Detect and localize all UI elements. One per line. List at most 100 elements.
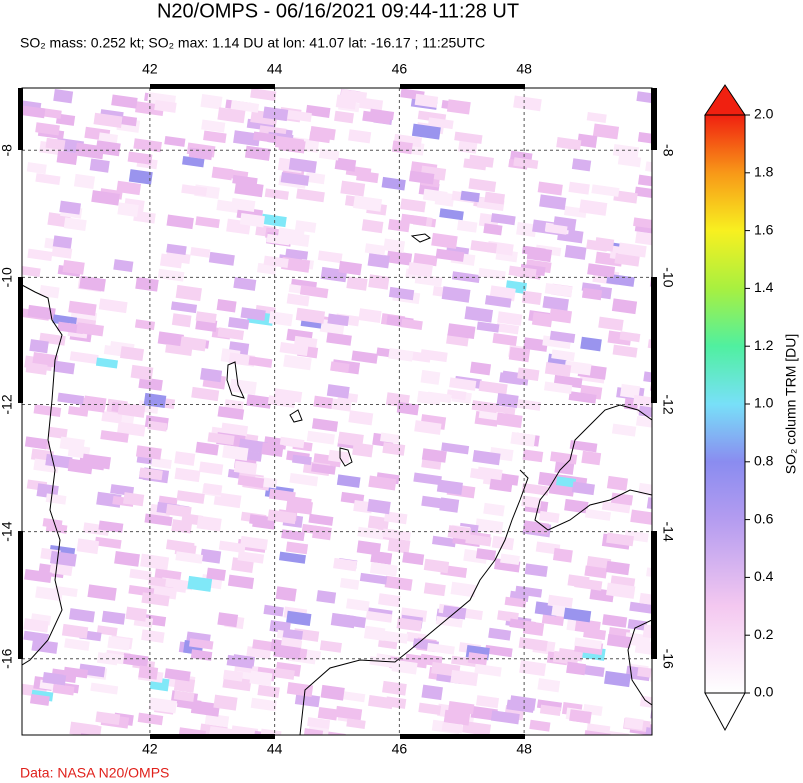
x-tick-label: 42 [142, 741, 158, 757]
so2-pixel [174, 467, 201, 483]
so2-pixel [463, 158, 487, 171]
so2-pixel [250, 88, 277, 101]
so2-pixel [165, 539, 195, 553]
so2-pixel [341, 690, 366, 703]
so2-pixel [285, 541, 309, 555]
so2-pixel [540, 734, 561, 735]
so2-pixel [94, 536, 122, 549]
so2-pixel [470, 705, 498, 721]
so2-pixel [378, 593, 401, 608]
so2-pixel [606, 475, 629, 491]
so2-pixel [396, 617, 423, 632]
so2-pixel [134, 319, 156, 331]
so2-pixel [248, 356, 273, 368]
so2-pixel [462, 720, 492, 735]
so2-pixel [196, 515, 222, 532]
so2-pixel [261, 213, 287, 228]
so2-pixel [334, 157, 357, 172]
so2-pixel [478, 380, 508, 395]
so2-pixel [537, 678, 561, 693]
so2-pixel [164, 668, 191, 682]
so2-pixel [551, 349, 575, 362]
so2-pixel [639, 695, 652, 710]
so2-pixel [51, 246, 73, 259]
so2-pixel [339, 577, 360, 590]
so2-pixel [277, 227, 305, 244]
so2-pixel [391, 659, 418, 675]
so2-pixel [201, 119, 226, 133]
so2-pixel [137, 712, 164, 726]
so2-pixel [311, 463, 336, 475]
so2-pixel [584, 565, 608, 579]
so2-pixel [222, 444, 249, 461]
so2-pixel [581, 450, 602, 466]
so2-pixel [483, 223, 503, 236]
so2-pixel [571, 481, 595, 496]
so2-pixel [45, 137, 66, 151]
so2-pixel [217, 327, 245, 341]
so2-pixel [101, 610, 126, 625]
so2-pixel [286, 610, 312, 626]
colorbar-tick-label: 0.0 [754, 684, 774, 700]
so2-pixel [223, 669, 244, 682]
so2-pixel [52, 235, 73, 250]
so2-pixel [187, 575, 213, 592]
so2-pixel [91, 190, 120, 206]
so2-pixel [537, 181, 563, 196]
so2-pixel [435, 615, 463, 628]
so2-pixel [523, 337, 549, 352]
so2-pixel [526, 246, 553, 263]
so2-pixel [517, 367, 540, 382]
so2-pixel [68, 608, 95, 623]
so2-pixel [175, 284, 202, 302]
so2-pixel [552, 547, 573, 563]
so2-pixel [24, 436, 48, 450]
so2-pixel [335, 705, 363, 721]
so2-pixel [614, 252, 640, 267]
so2-pixel [250, 697, 277, 712]
so2-pixel [351, 350, 378, 364]
so2-pixel [634, 186, 652, 199]
so2-pixel [53, 89, 74, 104]
so2-pixel [475, 548, 497, 561]
so2-pixel [139, 467, 163, 481]
so2-pixel [604, 730, 629, 735]
so2-pixel [382, 680, 407, 696]
so2-pixel [204, 713, 230, 728]
so2-pixel [472, 450, 501, 466]
so2-pixel [273, 667, 295, 680]
so2-pixel [635, 231, 652, 246]
colorbar-tick-label: 1.0 [754, 395, 774, 411]
so2-pixel [165, 577, 194, 591]
so2-pixel [334, 110, 354, 124]
so2-pixel [294, 693, 321, 708]
so2-pixel [500, 553, 520, 566]
so2-pixel [439, 497, 460, 513]
so2-pixel [307, 717, 331, 730]
so2-pixel [96, 625, 118, 637]
so2-pixel [326, 332, 352, 346]
so2-pixel [200, 548, 222, 564]
frame-band [651, 277, 657, 403]
so2-pixel [174, 451, 196, 466]
so2-pixel [233, 130, 261, 147]
so2-pixel [456, 219, 478, 233]
so2-pixel [233, 277, 257, 291]
so2-pixel [48, 426, 68, 440]
so2-pixel [256, 262, 277, 275]
so2-pixel [414, 420, 442, 435]
so2-pixel [497, 311, 523, 326]
so2-pixel [566, 661, 587, 676]
so2-pixel [623, 717, 644, 731]
so2-pixel [361, 219, 384, 234]
coastline [22, 284, 63, 666]
so2-pixel [610, 492, 634, 506]
colorbar-tick-label: 1.2 [754, 337, 774, 353]
so2-pixel [521, 483, 549, 496]
y-tick-label: -14 [660, 522, 676, 542]
so2-pixel [368, 274, 390, 290]
so2-pixel [448, 700, 475, 715]
so2-pixel [348, 410, 374, 426]
so2-pixel [362, 110, 391, 125]
so2-pixel [646, 567, 652, 580]
